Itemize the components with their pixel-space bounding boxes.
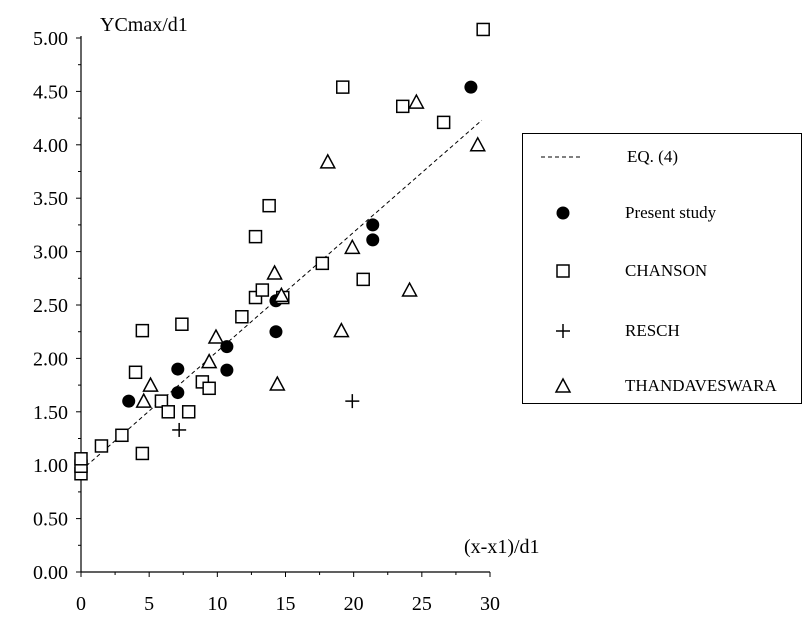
chanson-point bbox=[161, 405, 176, 419]
chanson-point bbox=[94, 439, 109, 453]
y-tick-label: 1.50 bbox=[33, 402, 68, 424]
thandaveswara-point bbox=[333, 322, 350, 338]
y-tick-label: 5.00 bbox=[33, 28, 68, 50]
thandaveswara-point bbox=[269, 375, 286, 391]
thandaveswara-point bbox=[142, 376, 159, 392]
plus-swatch bbox=[556, 324, 570, 338]
chanson-point bbox=[74, 452, 88, 466]
x-tick-label: 15 bbox=[276, 593, 296, 615]
chanson-point bbox=[115, 428, 129, 443]
y-axis-title: YCmax/d1 bbox=[100, 14, 188, 36]
legend: EQ. (4) Present study CHANSON RESCH THAN… bbox=[522, 133, 802, 404]
y-tick-label: 2.00 bbox=[33, 348, 68, 370]
x-tick-label: 0 bbox=[76, 593, 86, 615]
y-tick-label: 2.50 bbox=[33, 295, 68, 317]
present-study-point bbox=[366, 218, 380, 232]
chanson-point bbox=[248, 229, 263, 244]
chanson-point bbox=[336, 80, 350, 94]
chanson-point bbox=[135, 323, 150, 338]
legend-label: RESCH bbox=[625, 321, 680, 340]
present-study-point bbox=[122, 394, 136, 408]
thandaveswara-point bbox=[273, 286, 290, 303]
chanson-point bbox=[135, 446, 150, 461]
y-tick-label: 4.00 bbox=[33, 135, 68, 157]
present-study-point bbox=[269, 325, 283, 339]
thandaveswara-point bbox=[207, 328, 225, 344]
chanson-point bbox=[175, 317, 189, 331]
present-study-point bbox=[464, 80, 478, 94]
legend-label: THANDAVESWARA bbox=[625, 376, 777, 395]
x-tick-label: 30 bbox=[480, 593, 500, 615]
chanson-point bbox=[235, 309, 249, 324]
x-tick-label: 25 bbox=[412, 593, 432, 615]
open-triangle-swatch bbox=[554, 377, 572, 393]
thandaveswara-point bbox=[401, 281, 418, 297]
y-tick-label: 3.00 bbox=[33, 242, 68, 264]
y-tick-label: 4.50 bbox=[33, 81, 68, 103]
resch-point bbox=[172, 422, 187, 437]
chanson-point bbox=[262, 198, 276, 213]
chanson-point bbox=[315, 256, 330, 271]
thandaveswara-point bbox=[469, 136, 486, 152]
present-study-point bbox=[220, 363, 234, 377]
legend-label: Present study bbox=[625, 203, 717, 222]
chanson-point bbox=[356, 272, 370, 287]
x-tick-label: 20 bbox=[344, 593, 364, 615]
thandaveswara-point bbox=[266, 264, 283, 280]
dashed-line-swatch bbox=[541, 156, 581, 158]
data-marks bbox=[74, 22, 490, 481]
thandaveswara-point bbox=[344, 238, 361, 255]
chanson-point bbox=[436, 115, 451, 130]
y-tick-label: 0.00 bbox=[33, 562, 68, 584]
chanson-point bbox=[255, 283, 270, 297]
legend-label: EQ. (4) bbox=[627, 147, 678, 166]
resch-point bbox=[345, 394, 360, 409]
y-tick-label: 0.50 bbox=[33, 509, 68, 531]
filled-circle-swatch bbox=[556, 206, 570, 220]
y-tick-label: 1.00 bbox=[33, 455, 68, 477]
thandaveswara-point bbox=[200, 353, 218, 369]
chanson-point bbox=[181, 405, 196, 419]
present-study-point bbox=[366, 233, 380, 247]
present-study-point bbox=[171, 386, 185, 400]
axes: 0.00 0.50 1.00 1.50 2.00 2.50 3.00 3.50 4.00 4.50… bbox=[33, 28, 500, 615]
chanson-point bbox=[128, 365, 143, 380]
y-tick-label: 3.50 bbox=[33, 188, 68, 210]
x-tick-label: 5 bbox=[144, 593, 154, 615]
x-axis-title: (x-x1)/d1 bbox=[464, 536, 540, 558]
thandaveswara-point bbox=[408, 93, 425, 109]
present-study-point bbox=[171, 362, 185, 376]
x-tick-label: 10 bbox=[207, 593, 227, 615]
chanson-point bbox=[154, 394, 169, 408]
thandaveswara-point bbox=[135, 392, 152, 408]
thandaveswara-point bbox=[319, 153, 337, 169]
chanson-point bbox=[202, 381, 216, 396]
chanson-point bbox=[395, 99, 410, 114]
open-square-swatch bbox=[556, 264, 570, 278]
legend-label: CHANSON bbox=[625, 261, 708, 280]
chanson-point bbox=[476, 22, 490, 37]
